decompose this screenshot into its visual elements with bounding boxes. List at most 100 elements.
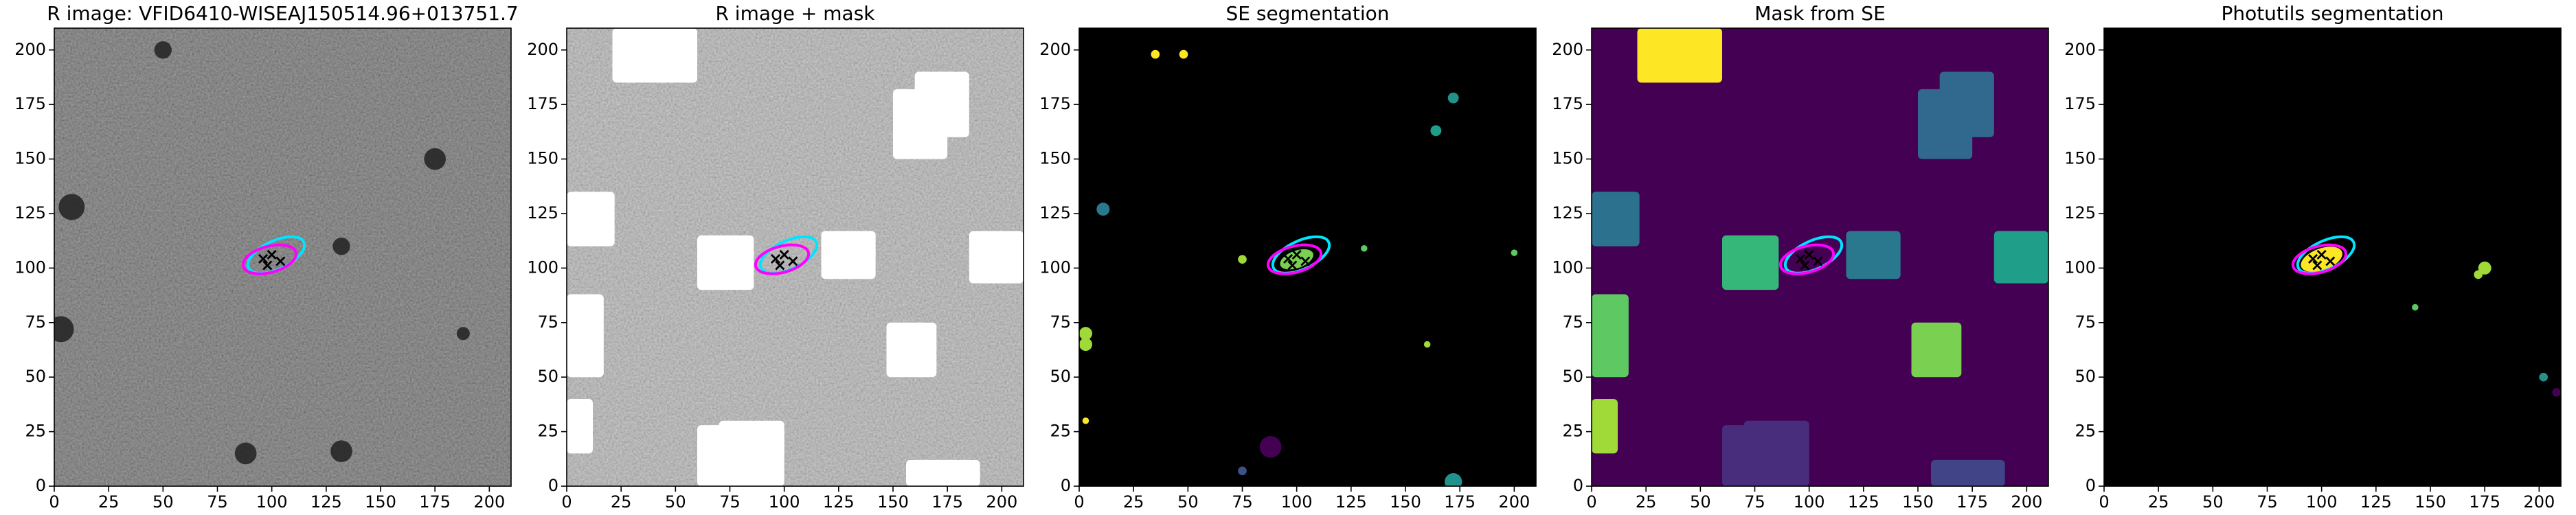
x-tick-label: 100: [256, 492, 288, 512]
x-tick-label: 175: [1444, 492, 1476, 512]
y-tick-label: 150: [14, 149, 46, 168]
y-tick-label: 50: [2075, 367, 2096, 386]
panel-title: R image: VFID6410-WISEAJ150514.96+013751…: [47, 2, 519, 25]
mask-region: [1637, 28, 1722, 83]
y-tick-label: 125: [1552, 203, 1583, 222]
mask-region: [821, 231, 876, 279]
panel: ×××× SE segmentation 0 25 50 75 100 125 150 175 20…: [1039, 2, 1537, 512]
segment: [1238, 466, 1247, 476]
marker: ×: [2306, 249, 2320, 268]
y-tick-label: 75: [25, 312, 46, 332]
x-tick-label: 50: [2202, 492, 2224, 512]
segment: [1259, 435, 1282, 458]
aperture: [1778, 243, 1835, 275]
y-tick-label: 75: [1562, 312, 1583, 332]
mask-region: [886, 322, 937, 378]
mask-region: [1846, 231, 1901, 279]
x-tick-label: 200: [2011, 492, 2042, 512]
image: ××××: [1592, 28, 2048, 486]
panel: ×××× Mask from SE 0 25 50 75 100 125 150 175 200 0 2…: [1552, 2, 2049, 512]
y-tick-label: 100: [527, 258, 558, 277]
y-tick-label: 0: [36, 476, 46, 495]
aperture: [241, 243, 298, 275]
segment: [1430, 125, 1442, 137]
y-tick-label: 25: [1562, 422, 1583, 441]
y-tick-label: 25: [1050, 422, 1071, 441]
mask-region: [719, 420, 784, 460]
dark-spot: [330, 440, 352, 463]
segment: [1511, 249, 1518, 256]
x-tick-label: 25: [98, 492, 120, 512]
mask-region: [612, 28, 697, 83]
y-tick-label: 200: [2064, 40, 2096, 59]
x-tick-label: 100: [769, 492, 800, 512]
y-tick-label: 175: [2064, 94, 2096, 113]
x-tick-label: 150: [2415, 492, 2446, 512]
x-tick-label: 0: [1074, 492, 1084, 512]
x-tick-label: 125: [1848, 492, 1879, 512]
dark-spot: [332, 237, 350, 255]
mask-region: [1931, 459, 2005, 486]
y-tick-label: 200: [527, 40, 558, 59]
panel: ×××× R image + mask 0 25 50 75 100 125 150 175 200…: [527, 2, 1024, 512]
image: ××××: [567, 28, 1024, 486]
y-tick-label: 175: [14, 94, 46, 113]
y-tick-label: 125: [527, 203, 558, 222]
y-tick-label: 75: [537, 312, 558, 332]
x-tick-label: 0: [561, 492, 572, 512]
y-tick-label: 50: [537, 367, 558, 386]
mask-region: [1939, 71, 1994, 137]
y-tick-label: 25: [537, 422, 558, 441]
segment: [2478, 261, 2492, 275]
mask-region: [1592, 294, 1629, 378]
mask-region: [1592, 398, 1618, 454]
y-tick-label: 200: [14, 40, 46, 59]
panel-title: Photutils segmentation: [2221, 2, 2443, 25]
segment: [1079, 338, 1092, 352]
mask-region: [914, 71, 969, 137]
x-tick-label: 50: [1177, 492, 1199, 512]
dark-spot: [154, 41, 172, 59]
marker: ×: [265, 244, 279, 264]
y-tick-label: 150: [1552, 149, 1583, 168]
y-tick-label: 100: [1552, 258, 1583, 277]
marker: ×: [1794, 249, 1807, 268]
marker: ×: [1285, 255, 1299, 275]
y-tick-label: 75: [1050, 312, 1071, 332]
y-tick-label: 25: [25, 422, 46, 441]
mask-region: [1592, 192, 1640, 247]
x-tick-label: 150: [877, 492, 909, 512]
segment: [1423, 341, 1431, 348]
y-tick-label: 125: [1039, 203, 1071, 222]
x-tick-label: 75: [719, 492, 741, 512]
marker: ×: [1298, 251, 1312, 271]
segment: [2412, 304, 2419, 311]
x-tick-label: 100: [2306, 492, 2338, 512]
axes-frame: [2103, 27, 2562, 487]
y-tick-label: 125: [14, 203, 46, 222]
x-tick-label: 200: [1498, 492, 1530, 512]
segment: [1361, 245, 1368, 252]
y-tick-label: 0: [1061, 476, 1071, 495]
panel-title: SE segmentation: [1226, 2, 1390, 25]
x-tick-label: 25: [1123, 492, 1144, 512]
mask-region: [1993, 231, 2048, 284]
y-tick-label: 0: [2086, 476, 2096, 495]
mask-region: [1911, 322, 1962, 378]
segment: [1238, 255, 1247, 264]
y-tick-label: 0: [1573, 476, 1583, 495]
x-tick-label: 175: [2469, 492, 2500, 512]
x-tick-label: 25: [611, 492, 632, 512]
segment: [1096, 203, 1110, 216]
x-tick-label: 50: [665, 492, 686, 512]
marker: ×: [1290, 244, 1304, 264]
x-tick-label: 175: [931, 492, 963, 512]
image-noise: [54, 28, 511, 486]
x-tick-label: 50: [1690, 492, 1711, 512]
segment: [2474, 270, 2483, 279]
image: ××××: [1079, 28, 1536, 486]
image: ××××: [2104, 28, 2561, 486]
segment: [2539, 372, 2549, 382]
x-tick-label: 200: [473, 492, 505, 512]
dark-spot: [58, 194, 85, 220]
